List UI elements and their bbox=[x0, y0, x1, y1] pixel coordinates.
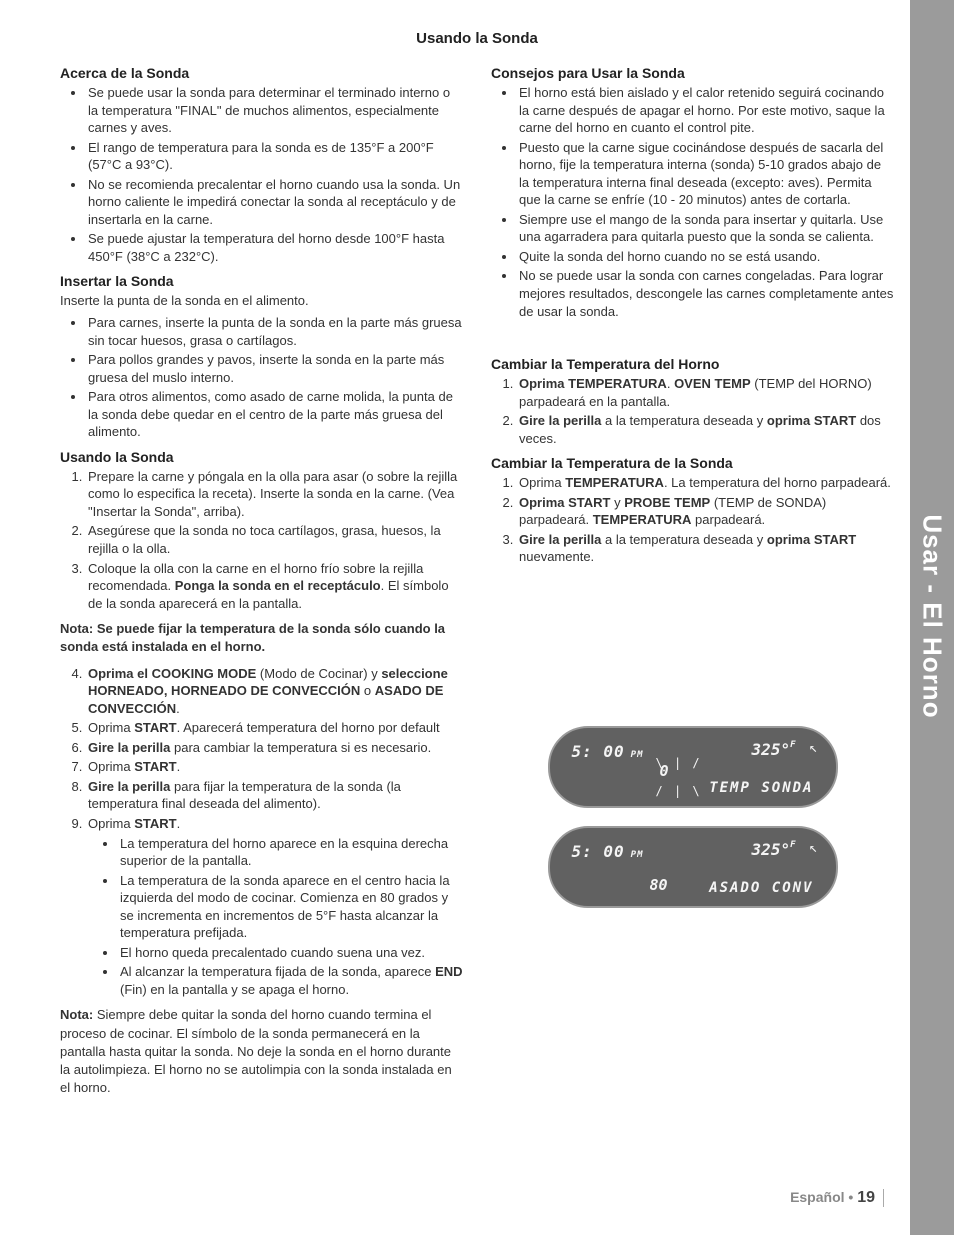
list-item: Coloque la olla con la carne en el horno… bbox=[86, 560, 463, 613]
list-item: Asegúrese que la sonda no toca cartílago… bbox=[86, 522, 463, 557]
list-item: Oprima START. bbox=[86, 758, 463, 776]
heading-usando: Usando la Sonda bbox=[60, 449, 463, 465]
list-item: No se puede usar la sonda con carnes con… bbox=[517, 267, 894, 320]
list-item: Oprima START. La temperatura del horno a… bbox=[86, 815, 463, 998]
probe-icon: ↖ bbox=[809, 740, 817, 756]
list-item: Se puede usar la sonda para determinar e… bbox=[86, 84, 463, 137]
display-panels: 5: 00PM 325°F ↖ \ | / 0 / | \ TEMP SONDA… bbox=[491, 726, 894, 908]
oven-display-1: 5: 00PM 325°F ↖ \ | / 0 / | \ TEMP SONDA bbox=[548, 726, 838, 808]
display-temp: 325°F bbox=[752, 740, 796, 759]
display-mode: ASADO CONV bbox=[709, 880, 813, 896]
list-item: La temperatura de la sonda aparece en el… bbox=[118, 872, 463, 942]
heading-cambiar-horno: Cambiar la Temperatura del Horno bbox=[491, 356, 894, 372]
list-item: Oprima TEMPERATURA. OVEN TEMP (TEMP del … bbox=[517, 375, 894, 410]
page-title: Usando la Sonda bbox=[60, 30, 894, 47]
list-item: Prepare la carne y póngala en la olla pa… bbox=[86, 468, 463, 521]
list-cambiar-horno: Oprima TEMPERATURA. OVEN TEMP (TEMP del … bbox=[491, 375, 894, 447]
list-item: Gire la perilla a la temperatura deseada… bbox=[517, 531, 894, 566]
list-acerca: Se puede usar la sonda para determinar e… bbox=[60, 84, 463, 265]
heading-cambiar-sonda: Cambiar la Temperatura de la Sonda bbox=[491, 455, 894, 471]
list-item: Quite la sonda del horno cuando no se es… bbox=[517, 248, 894, 266]
note-bold: Nota: Se puede fijar la temperatura de l… bbox=[60, 620, 463, 656]
page-content: Usando la Sonda Acerca de la Sonda Se pu… bbox=[0, 0, 954, 1235]
display-center: 80 bbox=[650, 876, 668, 894]
list-item: El horno está bien aislado y el calor re… bbox=[517, 84, 894, 137]
list-item: Gire la perilla a la temperatura deseada… bbox=[517, 412, 894, 447]
list-item: Puesto que la carne sigue cocinándose de… bbox=[517, 139, 894, 209]
display-center: 0 bbox=[660, 762, 669, 780]
display-time: 5: 00PM bbox=[572, 842, 644, 861]
probe-icon: ↖ bbox=[809, 840, 817, 856]
heading-insertar: Insertar la Sonda bbox=[60, 273, 463, 289]
list-item: La temperatura del horno aparece en la e… bbox=[118, 835, 463, 870]
heading-consejos: Consejos para Usar la Sonda bbox=[491, 65, 894, 81]
list-item: No se recomienda precalentar el horno cu… bbox=[86, 176, 463, 229]
list-usando-1: Prepare la carne y póngala en la olla pa… bbox=[60, 468, 463, 612]
note-final: Nota: Siempre debe quitar la sonda del h… bbox=[60, 1006, 463, 1097]
list-item: Oprima TEMPERATURA. La temperatura del h… bbox=[517, 474, 894, 492]
list-item: Para carnes, inserte la punta de la sond… bbox=[86, 314, 463, 349]
intro-insertar: Inserte la punta de la sonda en el alime… bbox=[60, 292, 463, 310]
display-mode: TEMP SONDA bbox=[709, 780, 813, 796]
list-item: El horno queda precalentado cuando suena… bbox=[118, 944, 463, 962]
list-insertar: Para carnes, inserte la punta de la sond… bbox=[60, 314, 463, 441]
list-item: Para otros alimentos, como asado de carn… bbox=[86, 388, 463, 441]
side-tab: Usar - El Horno bbox=[910, 0, 954, 1235]
list-cambiar-sonda: Oprima TEMPERATURA. La temperatura del h… bbox=[491, 474, 894, 566]
list-usando-2: Oprima el COOKING MODE (Modo de Cocinar)… bbox=[60, 665, 463, 999]
list-item: Para pollos grandes y pavos, inserte la … bbox=[86, 351, 463, 386]
list-item: Al alcanzar la temperatura fijada de la … bbox=[118, 963, 463, 998]
list-consejos: El horno está bien aislado y el calor re… bbox=[491, 84, 894, 320]
list-item: Se puede ajustar la temperatura del horn… bbox=[86, 230, 463, 265]
display-temp: 325°F bbox=[752, 840, 796, 859]
page-number: 19 bbox=[857, 1189, 875, 1206]
columns: Acerca de la Sonda Se puede usar la sond… bbox=[60, 57, 894, 1205]
display-time: 5: 00PM bbox=[572, 742, 644, 761]
heading-acerca: Acerca de la Sonda bbox=[60, 65, 463, 81]
right-column: Consejos para Usar la Sonda El horno est… bbox=[491, 57, 894, 1205]
rays-icon: / | \ bbox=[656, 786, 702, 796]
list-item: Gire la perilla para cambiar la temperat… bbox=[86, 739, 463, 757]
oven-display-2: 5: 00PM 325°F ↖ 80 ASADO CONV bbox=[548, 826, 838, 908]
list-item: Oprima el COOKING MODE (Modo de Cocinar)… bbox=[86, 665, 463, 718]
list-item: Oprima START y PROBE TEMP (TEMP de SONDA… bbox=[517, 494, 894, 529]
list-item: Siempre use el mango de la sonda para in… bbox=[517, 211, 894, 246]
list-item: Oprima START. Aparecerá temperatura del … bbox=[86, 719, 463, 737]
page-footer: Español • 19 bbox=[790, 1189, 884, 1207]
side-tab-label: Usar - El Horno bbox=[917, 514, 948, 718]
list-item: El rango de temperatura para la sonda es… bbox=[86, 139, 463, 174]
list-item: Gire la perilla para fijar la temperatur… bbox=[86, 778, 463, 813]
left-column: Acerca de la Sonda Se puede usar la sond… bbox=[60, 57, 463, 1205]
footer-lang: Español • bbox=[790, 1189, 857, 1205]
sublist: La temperatura del horno aparece en la e… bbox=[88, 835, 463, 999]
